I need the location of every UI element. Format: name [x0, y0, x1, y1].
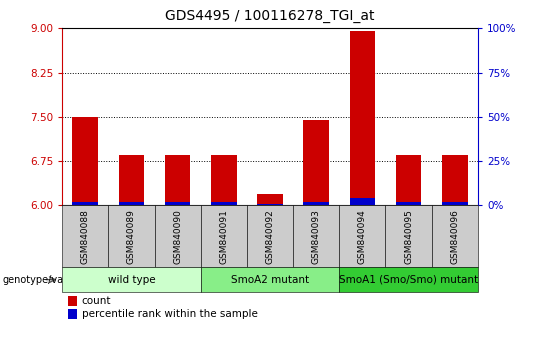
Text: GSM840093: GSM840093 [312, 209, 321, 264]
Bar [211, 202, 237, 205]
Text: percentile rank within the sample: percentile rank within the sample [82, 309, 258, 319]
Bar [165, 155, 190, 205]
Text: GSM840089: GSM840089 [127, 209, 136, 264]
Bar [303, 120, 329, 205]
Bar [442, 155, 468, 205]
Text: wild type: wild type [107, 275, 155, 285]
Text: GSM840091: GSM840091 [219, 209, 228, 264]
Bar [257, 194, 283, 205]
Bar [165, 202, 190, 205]
Bar [72, 117, 98, 205]
Text: genotype/variation: genotype/variation [3, 275, 96, 285]
Text: GSM840094: GSM840094 [358, 209, 367, 264]
Bar [396, 202, 421, 205]
Text: GSM840090: GSM840090 [173, 209, 182, 264]
Bar [350, 198, 375, 205]
Bar [211, 155, 237, 205]
Bar [119, 202, 144, 205]
Text: SmoA2 mutant: SmoA2 mutant [231, 275, 309, 285]
Text: GSM840095: GSM840095 [404, 209, 413, 264]
Bar [257, 204, 283, 205]
Text: GSM840092: GSM840092 [266, 209, 274, 264]
Text: GDS4495 / 100116278_TGI_at: GDS4495 / 100116278_TGI_at [165, 9, 375, 23]
Bar [396, 155, 421, 205]
Text: count: count [82, 296, 111, 306]
Bar [350, 31, 375, 205]
Text: SmoA1 (Smo/Smo) mutant: SmoA1 (Smo/Smo) mutant [339, 275, 478, 285]
Bar [442, 202, 468, 205]
Text: GSM840088: GSM840088 [80, 209, 90, 264]
Bar [303, 202, 329, 205]
Bar [72, 202, 98, 205]
Bar [119, 155, 144, 205]
Text: GSM840096: GSM840096 [450, 209, 460, 264]
